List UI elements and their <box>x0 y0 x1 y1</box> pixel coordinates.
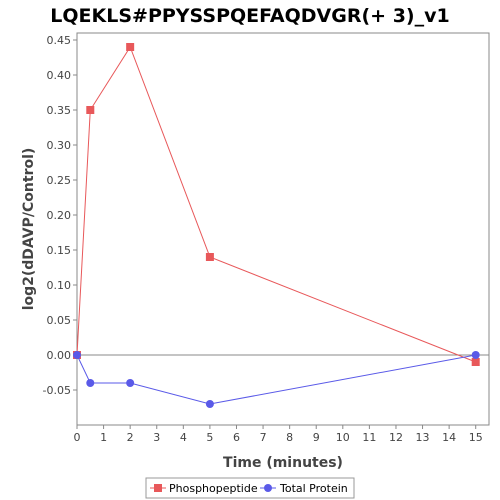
legend: Phosphopeptide Total Protein <box>145 477 355 499</box>
data-point-total-protein <box>73 351 81 359</box>
data-point-total-protein <box>471 351 480 359</box>
x-tick-label: 0 <box>74 431 81 444</box>
x-tick-label: 14 <box>442 431 456 444</box>
x-tick-label: 7 <box>260 431 267 444</box>
data-point-phosphopeptide <box>126 43 135 51</box>
series-group <box>73 43 480 408</box>
data-point-phosphopeptide <box>205 253 214 261</box>
series-total-protein <box>73 351 480 408</box>
x-tick-label: 10 <box>336 431 350 444</box>
data-point-total-protein <box>205 400 214 408</box>
data-point-phosphopeptide <box>86 106 95 114</box>
chart-title: LQEKLS#PPYSSPQEFAQDVGR(+ 3)_v1 <box>50 5 449 27</box>
legend-marker-total-protein <box>264 484 272 492</box>
x-tick-label: 11 <box>362 431 376 444</box>
y-tick-label: -0.05 <box>43 384 71 397</box>
legend-box <box>145 477 355 499</box>
x-tick-label: 15 <box>469 431 483 444</box>
y-tick-label: 0.30 <box>47 139 72 152</box>
y-tick-label: 0.20 <box>47 209 72 222</box>
x-tick-label: 4 <box>180 431 187 444</box>
legend-label-phosphopeptide: Phosphopeptide <box>169 482 258 495</box>
y-tick-label: 0.25 <box>47 174 72 187</box>
y-tick-label: 0.35 <box>47 104 72 117</box>
x-tick-label: 1 <box>100 431 107 444</box>
y-tick-label: 0.15 <box>47 244 72 257</box>
y-axis-label: log2(dDAVP/Control) <box>21 148 37 311</box>
legend-marker-phosphopeptide <box>154 484 162 492</box>
y-tick-label: 0.00 <box>47 349 72 362</box>
legend-label-total-protein: Total Protein <box>279 482 348 495</box>
y-tick-label: 0.40 <box>47 69 72 82</box>
x-tick-label: 12 <box>389 431 403 444</box>
y-axis-ticks: -0.05 0.00 0.05 0.10 0.15 0.20 0.25 0.30 0.35 0.4… <box>43 34 77 397</box>
x-tick-label: 2 <box>127 431 134 444</box>
data-point-total-protein <box>126 379 135 387</box>
x-tick-label: 6 <box>233 431 240 444</box>
y-tick-label: 0.05 <box>47 314 72 327</box>
x-tick-label: 3 <box>153 431 160 444</box>
x-tick-label: 8 <box>286 431 293 444</box>
data-point-total-protein <box>86 379 95 387</box>
x-axis-label: Time (minutes) <box>223 455 343 471</box>
x-tick-label: 5 <box>206 431 213 444</box>
y-tick-label: 0.45 <box>47 34 72 47</box>
x-axis-ticks: 0 1 2 3 4 5 6 7 8 9 10 11 12 13 14 15 <box>74 425 483 444</box>
plot-area <box>76 32 490 426</box>
y-tick-label: 0.10 <box>47 279 72 292</box>
x-tick-label: 9 <box>313 431 320 444</box>
x-tick-label: 13 <box>416 431 430 444</box>
data-point-phosphopeptide <box>471 358 480 366</box>
